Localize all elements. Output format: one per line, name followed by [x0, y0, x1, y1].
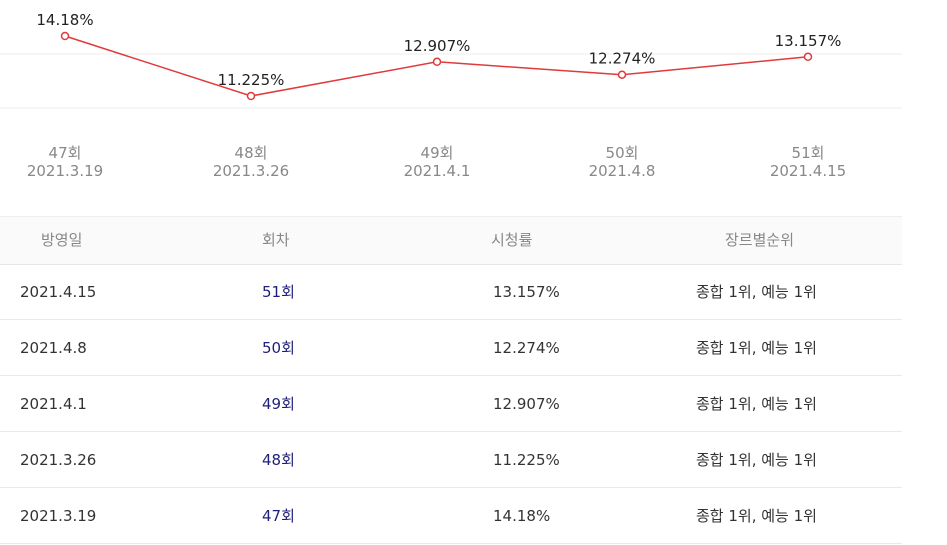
table-row: 2021.4.1 49회 12.907% 종합 1위, 예능 1위 [0, 376, 902, 432]
data-point[interactable] [803, 52, 813, 62]
cell-episode-link[interactable]: 48회 [262, 451, 295, 469]
data-point[interactable] [60, 31, 70, 41]
x-tick-episode: 51회 [792, 144, 825, 162]
data-point[interactable] [246, 91, 256, 101]
cell-genre-rank: 종합 1위, 예능 1위 [696, 507, 817, 525]
x-tick-episode: 47회 [49, 144, 82, 162]
x-tick-date: 2021.4.1 [404, 162, 471, 180]
table-row: 2021.3.19 47회 14.18% 종합 1위, 예능 1위 [0, 488, 902, 544]
table-row: 2021.4.8 50회 12.274% 종합 1위, 예능 1위 [0, 320, 902, 376]
header-rating: 시청률 [491, 231, 533, 249]
x-tick-episode: 49회 [421, 144, 454, 162]
cell-rating: 13.157% [493, 283, 560, 301]
cell-episode-link[interactable]: 49회 [262, 395, 295, 413]
x-tick-episode: 50회 [606, 144, 639, 162]
cell-air-date: 2021.4.1 [20, 395, 87, 413]
table-row: 2021.4.15 51회 13.157% 종합 1위, 예능 1위 [0, 264, 902, 320]
header-air-date: 방영일 [41, 231, 83, 249]
data-point[interactable] [617, 70, 627, 79]
ratings-line-chart: 14.18%11.225%12.907%12.274%13.157% 47회20… [0, 11, 902, 180]
cell-genre-rank: 종합 1위, 예능 1위 [696, 451, 817, 469]
x-tick-episode: 48회 [235, 144, 268, 162]
cell-air-date: 2021.3.26 [20, 451, 97, 469]
x-tick-date: 2021.4.8 [589, 162, 656, 180]
cell-air-date: 2021.4.15 [20, 283, 97, 301]
data-label: 12.274% [589, 50, 656, 68]
data-label: 12.907% [404, 37, 471, 55]
data-point[interactable] [432, 57, 442, 67]
cell-air-date: 2021.3.19 [20, 507, 97, 525]
cell-genre-rank: 종합 1위, 예능 1위 [696, 283, 817, 301]
data-label: 11.225% [218, 71, 285, 89]
data-label: 14.18% [36, 11, 93, 29]
cell-rating: 11.225% [493, 451, 560, 469]
table-header: 방영일 회차 시청률 장르별순위 [0, 216, 902, 265]
cell-episode-link[interactable]: 51회 [262, 283, 295, 301]
header-episode: 회차 [262, 231, 290, 249]
data-label: 13.157% [775, 32, 842, 50]
cell-rating: 12.274% [493, 339, 560, 357]
cell-air-date: 2021.4.8 [20, 339, 87, 357]
x-tick-date: 2021.3.26 [213, 162, 289, 180]
cell-episode-link[interactable]: 47회 [262, 507, 295, 525]
header-genre-rank: 장르별순위 [725, 231, 795, 249]
cell-genre-rank: 종합 1위, 예능 1위 [696, 339, 817, 357]
cell-rating: 14.18% [493, 507, 551, 525]
table-row: 2021.3.26 48회 11.225% 종합 1위, 예능 1위 [0, 432, 902, 488]
cell-rating: 12.907% [493, 395, 560, 413]
x-tick-date: 2021.3.19 [27, 162, 103, 180]
cell-episode-link[interactable]: 50회 [262, 339, 295, 357]
x-tick-date: 2021.4.15 [770, 162, 846, 180]
cell-genre-rank: 종합 1위, 예능 1위 [696, 395, 817, 413]
